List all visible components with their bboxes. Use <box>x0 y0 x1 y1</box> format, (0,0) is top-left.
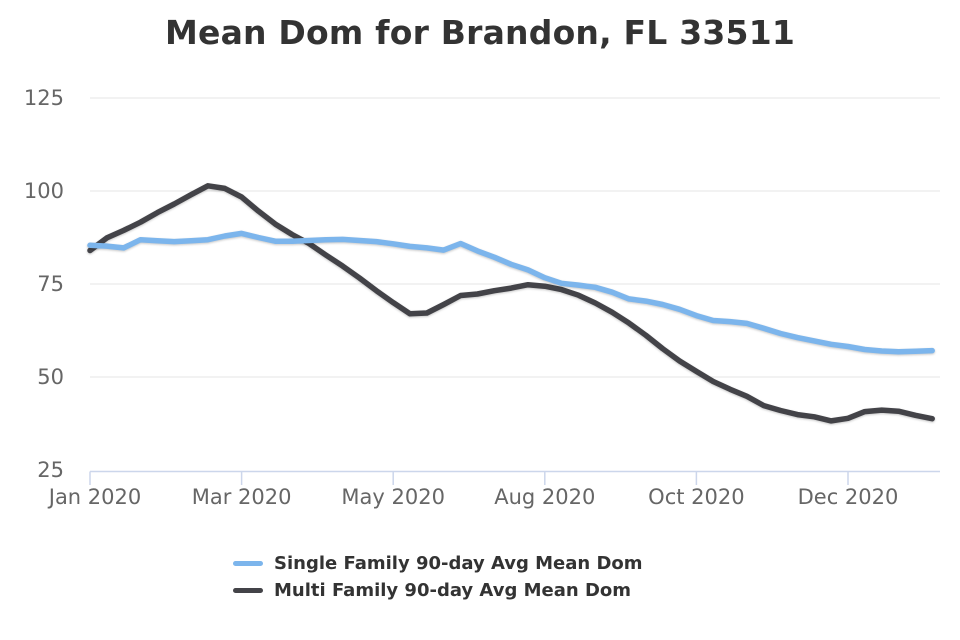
y-axis-tick-label: 75 <box>37 272 64 296</box>
legend-label-single-family: Single Family 90-day Avg Mean Dom <box>274 553 643 574</box>
x-axis-tick-label: Jan 2020 <box>47 485 142 509</box>
legend-item-multi-family[interactable]: Multi Family 90-day Avg Mean Dom <box>233 577 643 604</box>
x-axis-tick-label: Dec 2020 <box>798 485 899 509</box>
y-axis-tick-label: 25 <box>37 458 64 482</box>
legend-item-single-family[interactable]: Single Family 90-day Avg Mean Dom <box>233 550 643 577</box>
x-axis-tick-label: Aug 2020 <box>494 485 595 509</box>
y-axis-tick-label: 100 <box>24 179 64 203</box>
x-axis-tick-label: May 2020 <box>341 485 445 509</box>
legend-swatch-multi-family-icon <box>233 588 263 593</box>
legend: Single Family 90-day Avg Mean Dom Multi … <box>233 550 643 604</box>
x-axis-tick-label: Mar 2020 <box>192 485 292 509</box>
series-line-multi-family[interactable] <box>87 183 935 424</box>
y-axis-tick-label: 125 <box>24 86 64 110</box>
x-axis-tick-label: Oct 2020 <box>648 485 744 509</box>
legend-swatch-single-family-icon <box>233 561 263 566</box>
y-axis-tick-label: 50 <box>37 365 64 389</box>
legend-label-multi-family: Multi Family 90-day Avg Mean Dom <box>274 580 632 601</box>
series-line-single-family[interactable] <box>87 230 935 355</box>
chart-title: Mean Dom for Brandon, FL 33511 <box>164 13 796 52</box>
